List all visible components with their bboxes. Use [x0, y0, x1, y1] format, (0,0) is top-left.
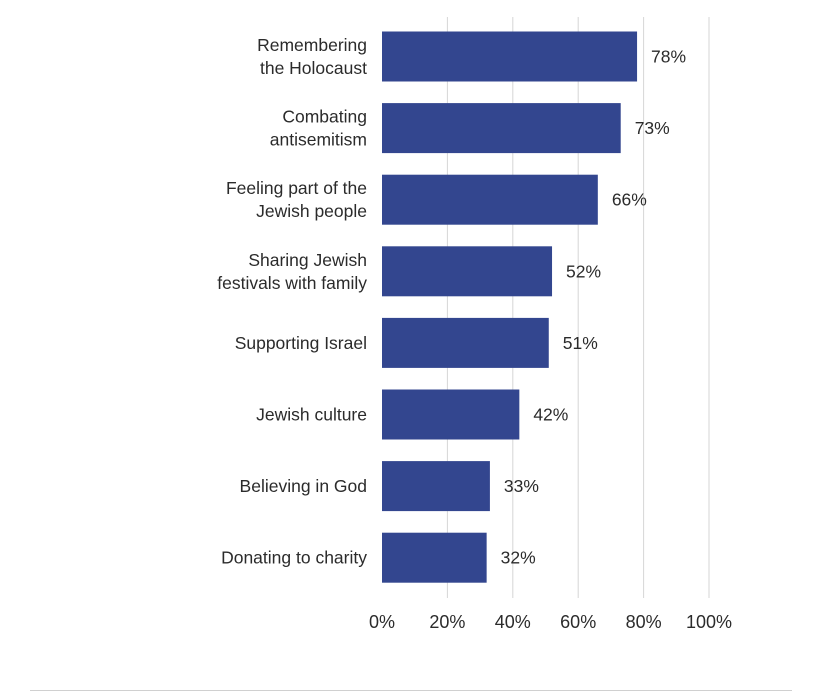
value-label-7: 32%: [501, 548, 536, 568]
category-label-0: Remembering the Holocaust: [257, 35, 367, 78]
x-axis-ticks: 0% 20% 40% 60% 80% 100%: [369, 612, 732, 632]
category-label-line: Sharing Jewish: [248, 250, 367, 270]
bar-4: [382, 317, 549, 368]
value-labels: 78% 73% 66% 52% 51% 42% 33% 32%: [501, 47, 686, 568]
category-label-3: Sharing Jewish festivals with family: [217, 250, 367, 293]
bar-0: [382, 31, 638, 82]
category-label-line: the Holocaust: [260, 58, 367, 78]
bar-7: [382, 532, 487, 583]
category-label-line: Combating: [282, 107, 367, 127]
bar-6: [382, 461, 490, 512]
x-tick-label-20: 20%: [429, 612, 465, 632]
category-label-line: Remembering: [257, 35, 367, 55]
bottom-divider: [30, 690, 792, 691]
x-tick-label-100: 100%: [686, 612, 732, 632]
bar-2: [382, 174, 598, 225]
x-tick-label-0: 0%: [369, 612, 395, 632]
category-label-line: Supporting Israel: [235, 333, 367, 353]
category-label-7: Donating to charity: [221, 548, 367, 568]
category-label-5: Jewish culture: [256, 405, 367, 425]
category-labels: Remembering the Holocaust Combating antisem…: [217, 35, 367, 568]
value-label-4: 51%: [563, 333, 598, 353]
value-label-3: 52%: [566, 261, 601, 281]
category-label-line: Believing in God: [240, 476, 367, 496]
value-label-1: 73%: [635, 118, 670, 138]
value-label-0: 78%: [651, 47, 686, 67]
category-label-line: Jewish people: [256, 201, 367, 221]
bars: [382, 31, 638, 583]
category-label-1: Combating antisemitism: [270, 107, 367, 150]
category-label-4: Supporting Israel: [235, 333, 367, 353]
category-label-line: festivals with family: [217, 273, 367, 293]
x-tick-label-80: 80%: [626, 612, 662, 632]
value-label-5: 42%: [533, 405, 568, 425]
value-label-2: 66%: [612, 190, 647, 210]
value-label-6: 33%: [504, 476, 539, 496]
bar-1: [382, 103, 621, 154]
category-label-line: Donating to charity: [221, 548, 367, 568]
category-label-2: Feeling part of the Jewish people: [226, 178, 367, 221]
category-label-line: antisemitism: [270, 130, 367, 150]
category-label-line: Jewish culture: [256, 405, 367, 425]
category-label-6: Believing in God: [240, 476, 367, 496]
x-tick-label-60: 60%: [560, 612, 596, 632]
category-label-line: Feeling part of the: [226, 178, 367, 198]
bar-3: [382, 246, 553, 297]
bar-5: [382, 389, 520, 440]
x-tick-label-40: 40%: [495, 612, 531, 632]
